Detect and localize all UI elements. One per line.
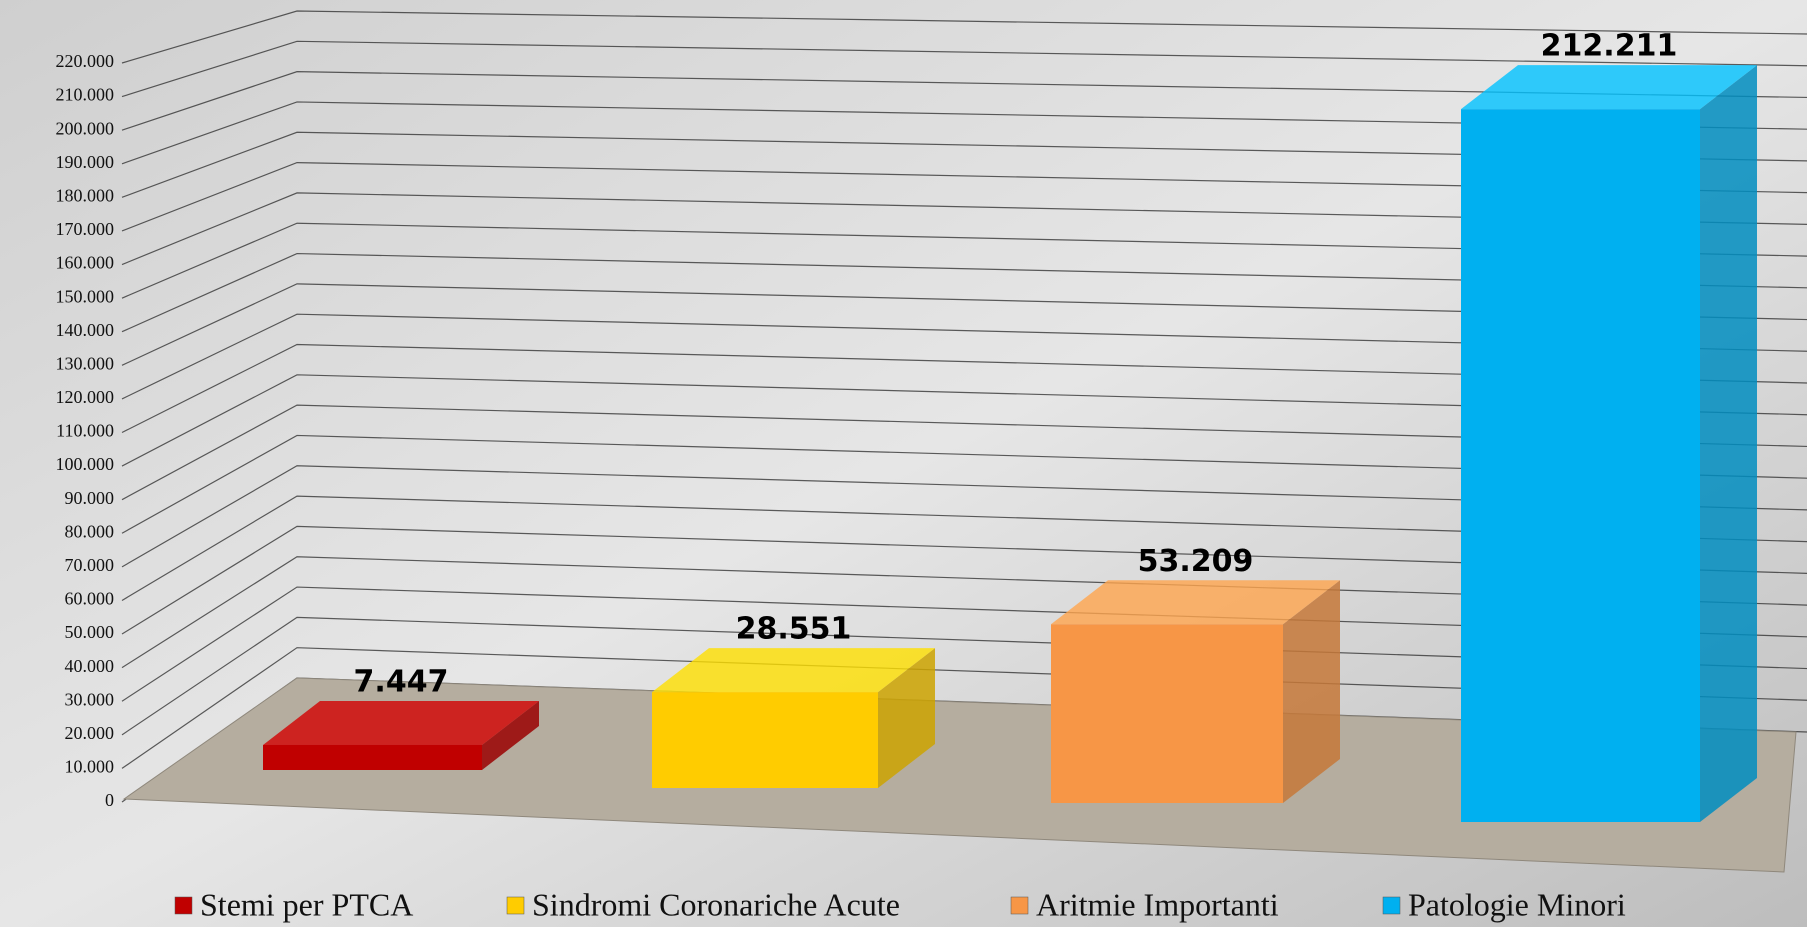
page: 0 10.000 20.000 30.000 40.000 50.000 60.000 70.…	[0, 0, 1807, 927]
y-tick-label: 110.000	[56, 421, 114, 441]
y-tick-label: 210.000	[56, 85, 115, 105]
y-tick-label: 200.000	[56, 118, 115, 138]
y-tick-label: 10.000	[65, 757, 115, 777]
legend-swatch	[1011, 897, 1028, 914]
legend-label: Aritmie Importanti	[1036, 886, 1279, 922]
bar	[1461, 109, 1700, 822]
chart: 0 10.000 20.000 30.000 40.000 50.000 60.000 70.…	[0, 0, 1807, 927]
legend-swatch	[507, 897, 524, 914]
y-tick-label: 70.000	[65, 555, 115, 575]
y-tick-label: 140.000	[56, 320, 115, 340]
legend-label: Sindromi Coronariche Acute	[532, 886, 900, 922]
value-label: 7.447	[354, 664, 449, 699]
legend-label: Patologie Minori	[1408, 886, 1626, 922]
bar	[1051, 624, 1283, 803]
y-tick-label: 90.000	[65, 488, 115, 508]
y-tick-label: 220.000	[56, 51, 115, 71]
legend-swatch	[175, 897, 192, 914]
y-tick-label: 120.000	[56, 387, 115, 407]
y-tick-label: 180.000	[56, 185, 115, 205]
value-label: 53.209	[1138, 544, 1254, 579]
y-tick-label: 60.000	[65, 589, 115, 609]
bar-side	[1700, 65, 1757, 822]
legend-swatch	[1383, 897, 1400, 914]
y-tick-label: 190.000	[56, 152, 115, 172]
value-label: 212.211	[1541, 29, 1678, 64]
y-tick-label: 20.000	[65, 723, 115, 743]
y-tick-label: 130.000	[56, 353, 115, 373]
value-label: 28.551	[736, 612, 852, 647]
y-tick-label: 170.000	[56, 219, 115, 239]
y-tick-label: 50.000	[65, 622, 115, 642]
legend-label: Stemi per PTCA	[200, 886, 413, 922]
bar	[263, 745, 482, 770]
y-tick-label: 100.000	[56, 454, 115, 474]
bar	[652, 692, 878, 788]
y-tick-label: 0	[105, 790, 114, 810]
y-tick-label: 80.000	[65, 521, 115, 541]
y-tick-label: 160.000	[56, 253, 115, 273]
y-tick-label: 40.000	[65, 656, 115, 676]
y-tick-label: 30.000	[65, 689, 115, 709]
y-tick-label: 150.000	[56, 286, 115, 306]
